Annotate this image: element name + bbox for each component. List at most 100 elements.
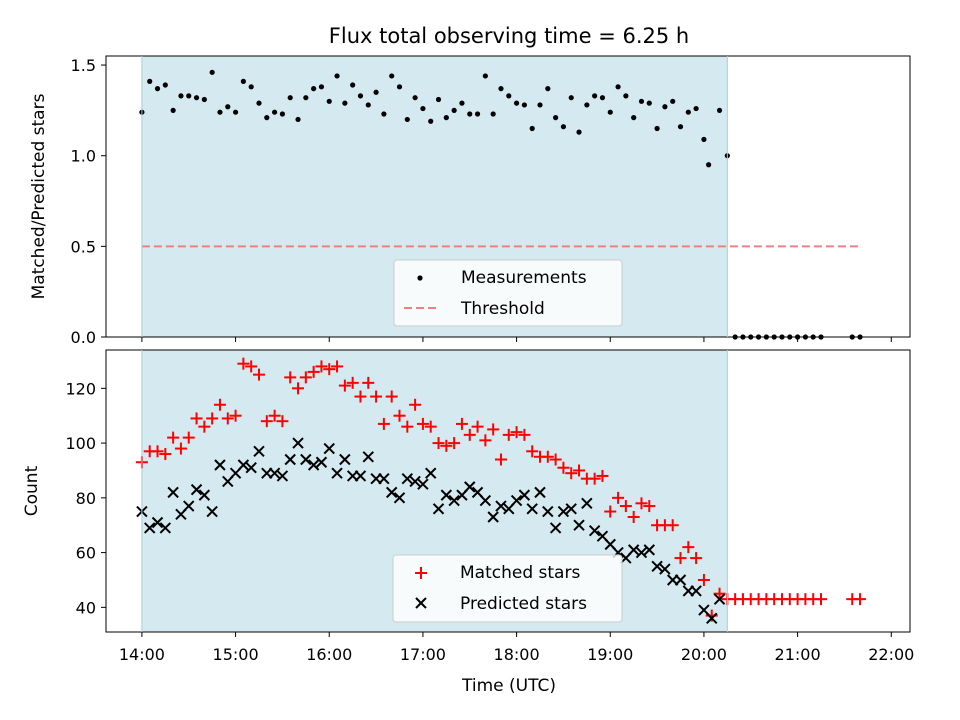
matched-star-point: [362, 376, 375, 389]
x-bar: [565, 503, 577, 515]
bottom-plot-frame: [105, 349, 911, 633]
matched-star-point: [573, 464, 586, 477]
predicted-star-point: [190, 483, 203, 496]
y-tick-label: 80: [76, 489, 96, 508]
x-bar: [510, 494, 523, 507]
measurement-point: [662, 104, 668, 110]
predicted-star-point: [674, 574, 687, 586]
x-bar: [362, 451, 374, 463]
bottom-legend-box: [392, 554, 623, 623]
x-bar: [276, 470, 289, 482]
x-bar: [237, 459, 250, 471]
x-bar: [401, 472, 414, 485]
chart-title: Flux total observing time = 6.25 h: [329, 24, 689, 48]
predicted-star-point: [245, 462, 257, 474]
y-tick-label: 0.0: [71, 328, 96, 347]
predicted-star-point: [713, 593, 726, 605]
predicted-star-point: [479, 494, 492, 507]
matched-star-point: [635, 497, 648, 510]
matched-star-point: [370, 390, 383, 403]
measurement-point: [279, 111, 286, 117]
predicted-star-point: [151, 516, 164, 529]
x-bar: [253, 445, 265, 458]
x-bar: [167, 486, 179, 499]
matched-star-point: [471, 420, 484, 433]
x-bar: [627, 544, 640, 556]
predicted-star-point: [542, 505, 554, 518]
measurement-point: [537, 102, 543, 108]
measurement-point: [599, 95, 606, 101]
x-bar: [643, 544, 655, 556]
measurement-point: [225, 104, 231, 110]
x-bar: [440, 489, 453, 501]
predicted-star-point: [627, 544, 640, 556]
matched-star-point: [221, 412, 234, 425]
measurement-point: [670, 98, 676, 104]
x-bar: [690, 585, 702, 597]
predicted-star-point: [651, 560, 663, 572]
matched-star-point: [502, 428, 515, 441]
predicted-star-point: [417, 478, 429, 490]
measurement-point: [350, 82, 356, 88]
measurement-point: [311, 86, 317, 92]
matched-star-point: [167, 431, 180, 444]
predicted-star-point: [144, 522, 156, 534]
bottom-legend: Matched stars Predicted stars: [392, 554, 623, 623]
measurement-point: [716, 107, 723, 113]
x-bar: [479, 494, 492, 507]
x-tick-label: 18:00: [494, 645, 540, 664]
measurement-point: [240, 78, 246, 84]
x-bar: [604, 538, 616, 551]
predicted-star-point: [464, 481, 476, 493]
measurement-point: [706, 162, 712, 168]
matched-star-point: [260, 415, 273, 428]
matched-star-point: [346, 376, 359, 389]
predicted-star-point: [300, 453, 312, 466]
matched-star-point: [479, 434, 492, 447]
measurement-point: [506, 93, 512, 99]
predicted-star-point: [401, 472, 414, 485]
matched-star-point: [424, 420, 437, 433]
matched-star-point: [393, 409, 406, 422]
predicted-star-point: [581, 497, 593, 510]
measurement-point: [170, 107, 176, 113]
y-tick-label: 100: [65, 434, 96, 453]
measurement-point: [490, 111, 496, 117]
y-tick-label: 40: [76, 598, 96, 617]
x-bar: [534, 486, 546, 499]
measurement-point: [217, 109, 223, 115]
matched-star-point: [299, 371, 312, 384]
x-tick-label: 20:00: [681, 645, 727, 664]
measurement-point: [443, 115, 449, 121]
predicted-star-point: [659, 563, 671, 575]
measurement-point: [545, 86, 551, 92]
matched-star-point: [549, 453, 562, 466]
measurement-point: [412, 95, 418, 101]
bottom-panel: 14:00 15:00 16:00 17:00 18:00 19:00 20:00 21:00…: [22, 349, 914, 696]
predicted-star-point: [534, 486, 546, 499]
predicted-star-point: [253, 445, 265, 458]
predicted-star-point: [385, 486, 398, 499]
matched-star-point: [159, 448, 172, 461]
matched-star-point: [565, 467, 578, 480]
measurement-point: [420, 105, 426, 112]
legend-measurements-marker: [417, 275, 423, 281]
matched-star-point: [377, 417, 390, 430]
x-bar: [635, 546, 648, 559]
matched-star-point: [276, 415, 289, 428]
measurement-point: [638, 98, 645, 104]
measurement-point: [232, 109, 239, 115]
measurement-point: [264, 115, 270, 121]
x-bar: [495, 500, 507, 512]
measurement-point: [303, 95, 309, 101]
y-tick-label: 120: [65, 379, 96, 398]
measurement-point: [435, 96, 442, 103]
x-bar: [471, 486, 484, 499]
x-bar: [409, 475, 421, 488]
measurement-point: [513, 100, 520, 106]
measurement-point: [607, 109, 613, 115]
x-tick-label: 15:00: [213, 645, 259, 664]
matched-star-point: [268, 409, 281, 422]
predicted-star-point: [440, 489, 453, 501]
matched-star-point: [666, 519, 679, 532]
